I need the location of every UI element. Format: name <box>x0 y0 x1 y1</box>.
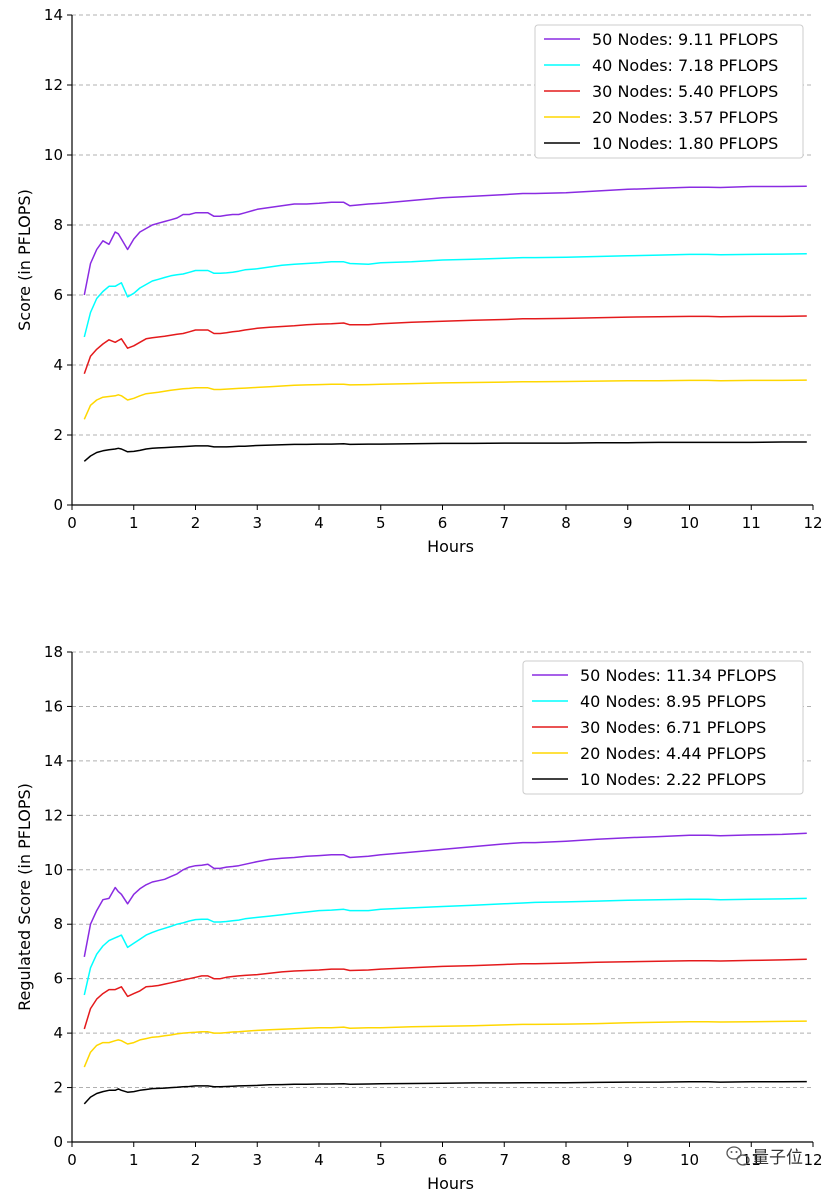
y-tick-label: 4 <box>53 1024 63 1042</box>
watermark: 量子位 <box>726 1146 803 1168</box>
series-line <box>83 185 807 296</box>
x-axis-title: Hours <box>427 1174 474 1193</box>
x-tick-label: 8 <box>561 514 571 532</box>
y-axis-title: Regulated Score (in PFLOPS) <box>15 783 34 1011</box>
legend-label: 10 Nodes: 2.22 PFLOPS <box>580 770 766 789</box>
x-tick-label: 5 <box>376 514 386 532</box>
y-tick-label: 14 <box>44 752 63 770</box>
y-tick-label: 2 <box>53 426 63 444</box>
y-tick-label: 8 <box>53 915 63 933</box>
series-line <box>83 441 807 462</box>
x-tick-label: 1 <box>129 514 139 532</box>
x-tick-label: 3 <box>252 1151 262 1169</box>
y-tick-label: 12 <box>44 806 63 824</box>
x-tick-label: 7 <box>499 1151 509 1169</box>
series-line <box>83 379 807 420</box>
legend-label: 10 Nodes: 1.80 PFLOPS <box>592 134 778 153</box>
x-tick-label: 6 <box>438 514 448 532</box>
y-tick-label: 0 <box>53 496 63 514</box>
y-tick-label: 2 <box>53 1079 63 1097</box>
legend-label: 20 Nodes: 4.44 PFLOPS <box>580 744 766 763</box>
legend-box <box>522 660 804 795</box>
y-tick-label: 14 <box>44 6 63 24</box>
x-tick-label: 4 <box>314 1151 324 1169</box>
x-tick-label: 2 <box>191 1151 201 1169</box>
x-tick-label: 9 <box>623 514 633 532</box>
y-tick-label: 10 <box>44 146 63 164</box>
x-tick-label: 3 <box>252 514 262 532</box>
x-tick-label: 10 <box>680 1151 699 1169</box>
y-tick-label: 8 <box>53 216 63 234</box>
y-tick-label: 12 <box>44 76 63 94</box>
x-axis-title: Hours <box>427 537 474 556</box>
x-tick-label: 12 <box>803 514 822 532</box>
series-line <box>83 315 807 375</box>
x-tick-label: 10 <box>680 514 699 532</box>
x-tick-label: 9 <box>623 1151 633 1169</box>
x-tick-label: 5 <box>376 1151 386 1169</box>
y-tick-label: 10 <box>44 861 63 879</box>
x-tick-label: 2 <box>191 514 201 532</box>
series-line <box>83 958 807 1030</box>
y-tick-label: 16 <box>44 697 63 715</box>
x-tick-label: 11 <box>742 514 761 532</box>
y-tick-label: 4 <box>53 356 63 374</box>
legend: 50 Nodes: 9.11 PFLOPS 40 Nodes: 7.18 PFLO… <box>534 24 804 159</box>
x-tick-label: 7 <box>499 514 509 532</box>
legend: 50 Nodes: 11.34 PFLOPS 40 Nodes: 8.95 PFL… <box>522 660 804 795</box>
wechat-icon <box>726 1146 750 1166</box>
legend-box <box>534 24 804 159</box>
y-tick-label: 6 <box>53 286 63 304</box>
x-tick-label: 8 <box>561 1151 571 1169</box>
legend-label: 40 Nodes: 7.18 PFLOPS <box>592 56 778 75</box>
y-tick-label: 18 <box>44 643 63 661</box>
y-axis-title: Score (in PFLOPS) <box>15 189 34 331</box>
watermark-text: 量子位 <box>752 1148 803 1168</box>
x-tick-label: 4 <box>314 514 324 532</box>
series-line <box>83 832 807 958</box>
series-line <box>83 1080 807 1105</box>
series-line <box>83 252 807 338</box>
legend-label: 20 Nodes: 3.57 PFLOPS <box>592 108 778 127</box>
legend-label: 30 Nodes: 5.40 PFLOPS <box>592 82 778 101</box>
y-tick-label: 0 <box>53 1133 63 1151</box>
series-line <box>83 897 807 996</box>
x-tick-label: 1 <box>129 1151 139 1169</box>
legend-label: 30 Nodes: 6.71 PFLOPS <box>580 718 766 737</box>
legend-label: 40 Nodes: 8.95 PFLOPS <box>580 692 766 711</box>
legend-label: 50 Nodes: 11.34 PFLOPS <box>580 666 777 685</box>
x-tick-label: 6 <box>438 1151 448 1169</box>
x-tick-label: 0 <box>67 514 77 532</box>
x-tick-label: 0 <box>67 1151 77 1169</box>
legend-label: 50 Nodes: 9.11 PFLOPS <box>592 30 778 49</box>
series-line <box>83 1020 807 1068</box>
x-tick-label: 12 <box>803 1151 822 1169</box>
y-tick-label: 6 <box>53 970 63 988</box>
